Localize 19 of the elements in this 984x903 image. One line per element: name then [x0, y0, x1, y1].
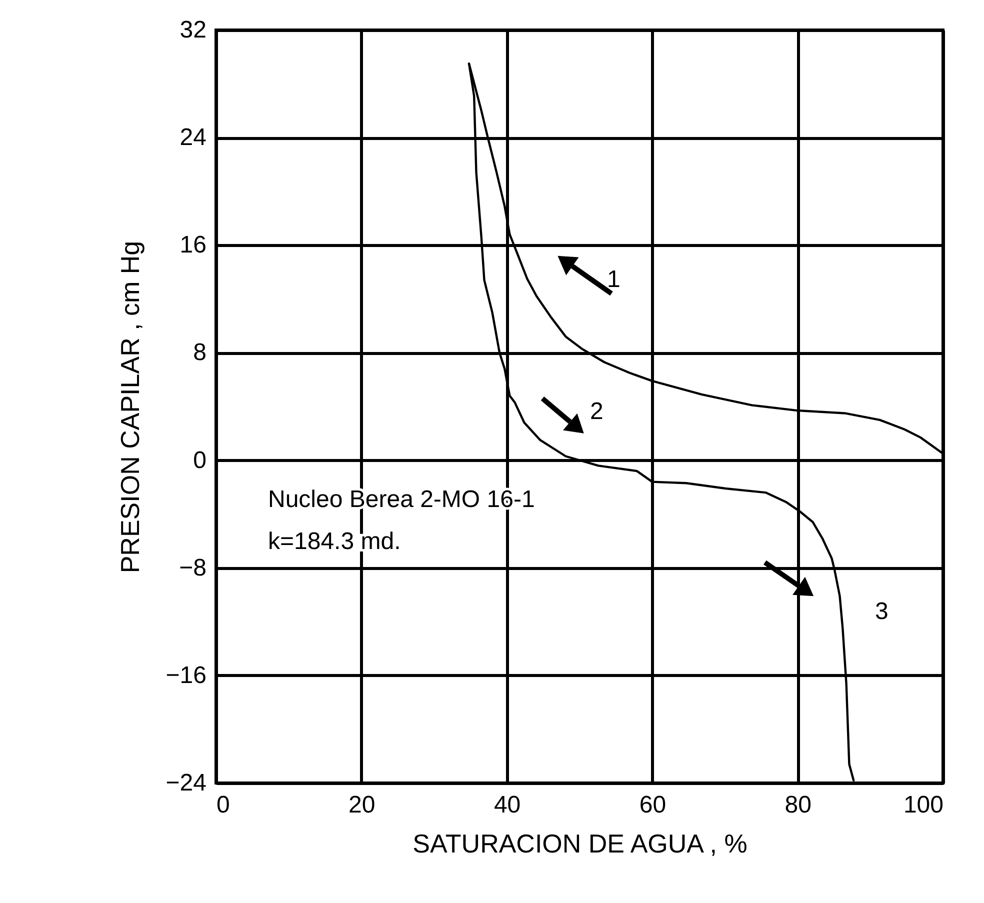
x-tick-label: 60 [639, 792, 666, 818]
y-tick-label: 0 [193, 446, 206, 474]
annotation: 1 [607, 266, 620, 293]
y-tick-label: −24 [166, 770, 206, 796]
x-tick-label: 20 [348, 792, 376, 818]
x-tick-label: 0 [216, 792, 230, 818]
y-tick-label: 24 [180, 124, 206, 152]
y-tick-label: 32 [180, 16, 206, 44]
x-tick-label: 100 [903, 792, 944, 818]
x-tick-label: 80 [784, 792, 812, 818]
y-tick-label: 8 [193, 339, 206, 366]
y-tick-label: 16 [180, 232, 206, 259]
y-tick-label: −8 [179, 554, 206, 582]
x-axis-title: SATURACION DE AGUA , % [412, 828, 748, 858]
annotation: 3 [875, 598, 888, 625]
annotation: 2 [590, 398, 604, 425]
y-tick-label: −16 [166, 662, 206, 689]
x-tick-label: 40 [494, 792, 521, 818]
y-axis-title: PRESION CAPILAR , cm Hg [114, 240, 145, 574]
